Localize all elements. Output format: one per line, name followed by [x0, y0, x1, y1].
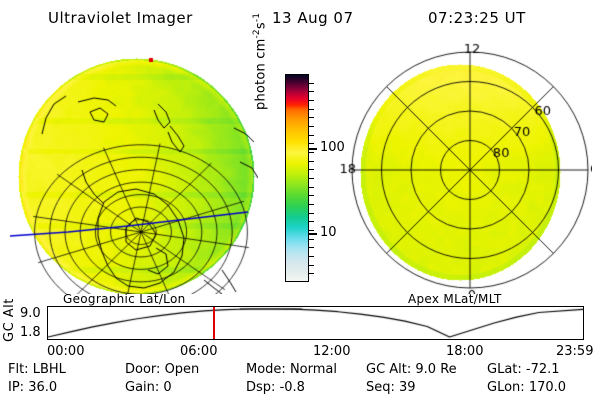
status-glat-label: GLat:: [487, 362, 522, 377]
colorbar-tick: [309, 82, 314, 84]
colorbar-tick: [309, 221, 314, 223]
colorbar-tick: [309, 178, 314, 179]
colorbar-axis-title: photon cm-2s-1: [252, 13, 268, 110]
time-axis-tick-label: 12:00: [313, 344, 351, 359]
geographic-aurora-canvas: [8, 42, 258, 294]
status-gain-label: Gain:: [125, 380, 160, 395]
orbit-altitude-curve: [48, 307, 583, 339]
status-dsp: Dsp: -0.8: [246, 380, 305, 395]
colorbar-tick: [309, 117, 314, 119]
alt-axis-max-label: 9.0: [20, 306, 41, 321]
orbit-altitude-plot[interactable]: [47, 306, 584, 340]
colorbar-tick-label: 100: [320, 139, 345, 155]
status-glat: GLat: -72.1: [487, 362, 560, 377]
colorbar: 100 10: [285, 74, 345, 284]
colorbar-tick: [309, 160, 314, 162]
status-dsp-label: Dsp:: [246, 380, 276, 395]
status-mode-label: Mode:: [246, 362, 286, 377]
colorbar-tick: [309, 256, 314, 257]
status-gcalt: GC Alt: 9.0 Re: [366, 362, 457, 377]
geographic-panel-caption: Geographic Lat/Lon: [63, 292, 186, 306]
status-door-value: Open: [164, 362, 200, 377]
status-glat-value: -72.1: [525, 362, 560, 377]
colorbar-tick: [309, 238, 314, 240]
status-mode-value: Normal: [289, 362, 337, 377]
colorbar-tick: [309, 126, 314, 127]
apex-image-panel[interactable]: [340, 42, 592, 294]
status-row: Flt: LBHL Door: Open Mode: Normal GC Alt…: [0, 362, 600, 380]
status-mode: Mode: Normal: [246, 362, 337, 377]
status-ip-label: IP:: [8, 380, 25, 395]
colorbar-tick: [309, 273, 314, 275]
observation-time: 07:23:25 UT: [428, 9, 526, 27]
colorbar-tick: [309, 247, 314, 249]
time-axis-tick-label: 18:00: [446, 344, 484, 359]
status-glon-value: 170.0: [528, 380, 567, 395]
colorbar-gradient: [285, 74, 309, 282]
colorbar-title-exp1: -2: [252, 29, 262, 39]
colorbar-title-main: photon cm: [253, 38, 269, 110]
status-dsp-value: -0.8: [279, 380, 305, 395]
status-filter: Flt: LBHL: [8, 362, 66, 377]
status-block: Flt: LBHL Door: Open Mode: Normal GC Alt…: [0, 362, 600, 400]
status-glon-label: GLon:: [487, 380, 525, 395]
colorbar-tick: [309, 230, 314, 231]
status-filter-value: LBHL: [32, 362, 66, 377]
status-gain: Gain: 0: [125, 380, 172, 395]
status-ip: IP: 36.0: [8, 380, 57, 395]
current-time-marker: [212, 307, 215, 339]
status-gcalt-label: GC Alt:: [366, 362, 412, 377]
status-gcalt-value: 9.0 Re: [415, 362, 457, 377]
status-door: Door: Open: [125, 362, 199, 377]
colorbar-tick: [309, 108, 314, 110]
colorbar-tick: [309, 100, 314, 101]
colorbar-tick-label: 10: [320, 225, 337, 241]
colorbar-tick: [309, 169, 314, 171]
colorbar-title-exp2: -1: [252, 12, 262, 23]
geographic-image-panel[interactable]: [8, 42, 258, 294]
colorbar-tick: [309, 152, 314, 153]
status-seq-value: 39: [399, 380, 416, 395]
header-bar: Ultraviolet Imager 13 Aug 07 07:23:25 UT: [0, 6, 600, 32]
alt-axis-title: GC Alt: [2, 298, 17, 342]
colorbar-major-tick: [309, 147, 317, 150]
colorbar-tick: [309, 204, 314, 205]
time-axis-tick-label: 00:00: [47, 344, 85, 359]
status-door-label: Door:: [125, 362, 161, 377]
observation-date: 13 Aug 07: [272, 9, 354, 27]
status-row: IP: 36.0 Gain: 0 Dsp: -0.8 Seq: 39 GLon:…: [0, 380, 600, 398]
status-ip-value: 36.0: [28, 380, 58, 395]
colorbar-title-mid: s: [253, 22, 269, 30]
time-axis-tick-label: 23:59: [556, 344, 594, 359]
status-glon: GLon: 170.0: [487, 380, 566, 395]
colorbar-tick: [309, 212, 314, 214]
status-seq: Seq: 39: [366, 380, 416, 395]
colorbar-tick: [309, 134, 314, 136]
status-seq-label: Seq:: [366, 380, 395, 395]
instrument-title: Ultraviolet Imager: [48, 9, 193, 27]
status-gain-value: 0: [163, 380, 172, 395]
apex-panel-caption: Apex MLat/MLT: [408, 292, 502, 306]
colorbar-tick: [309, 264, 314, 266]
colorbar-tick: [309, 186, 314, 188]
apex-aurora-canvas: [340, 42, 592, 294]
status-filter-label: Flt:: [8, 362, 29, 377]
colorbar-major-tick: [309, 233, 317, 236]
alt-axis-min-label: 1.8: [20, 325, 41, 340]
colorbar-tick: [309, 143, 314, 145]
colorbar-tick: [309, 195, 314, 197]
time-axis-tick-label: 06:00: [180, 344, 218, 359]
colorbar-tick: [309, 91, 314, 93]
